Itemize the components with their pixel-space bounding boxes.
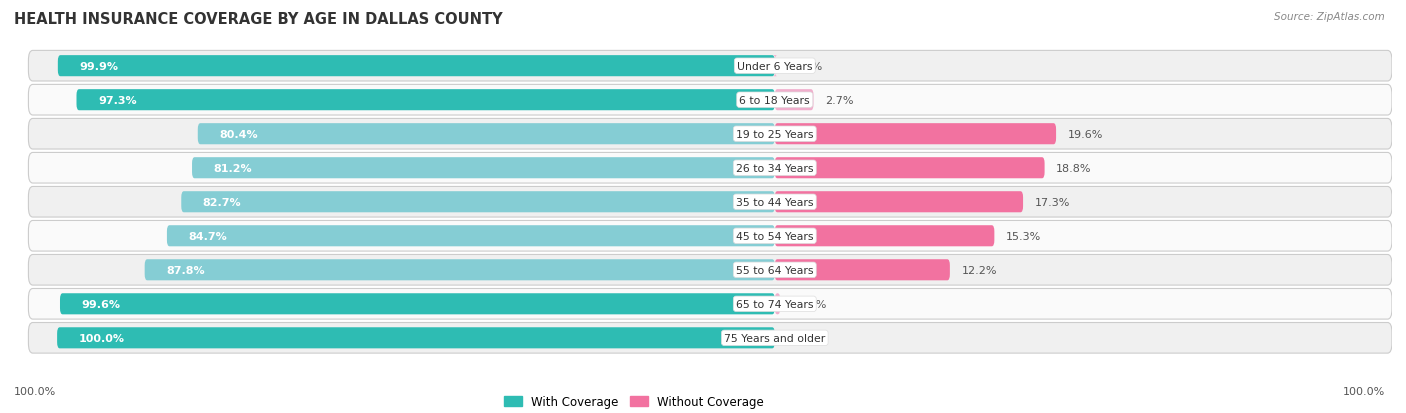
Text: HEALTH INSURANCE COVERAGE BY AGE IN DALLAS COUNTY: HEALTH INSURANCE COVERAGE BY AGE IN DALL… (14, 12, 503, 27)
Text: 6 to 18 Years: 6 to 18 Years (740, 95, 810, 105)
Text: 0.38%: 0.38% (792, 299, 827, 309)
Text: 12.2%: 12.2% (962, 265, 997, 275)
FancyBboxPatch shape (775, 124, 1056, 145)
Text: 2.7%: 2.7% (825, 95, 853, 105)
Text: 17.3%: 17.3% (1035, 197, 1070, 207)
FancyBboxPatch shape (28, 51, 1392, 82)
Legend: With Coverage, Without Coverage: With Coverage, Without Coverage (498, 389, 770, 413)
Text: 80.4%: 80.4% (219, 129, 257, 139)
FancyBboxPatch shape (775, 158, 1045, 179)
FancyBboxPatch shape (167, 225, 775, 247)
FancyBboxPatch shape (181, 192, 775, 213)
Text: 0.06%: 0.06% (787, 62, 823, 71)
Text: 99.6%: 99.6% (82, 299, 121, 309)
Text: 99.9%: 99.9% (79, 62, 118, 71)
FancyBboxPatch shape (28, 153, 1392, 184)
Text: 65 to 74 Years: 65 to 74 Years (735, 299, 814, 309)
Text: Under 6 Years: Under 6 Years (737, 62, 813, 71)
FancyBboxPatch shape (28, 119, 1392, 150)
Text: 35 to 44 Years: 35 to 44 Years (735, 197, 814, 207)
Text: 100.0%: 100.0% (1343, 387, 1385, 396)
FancyBboxPatch shape (775, 225, 994, 247)
Text: 26 to 34 Years: 26 to 34 Years (735, 163, 814, 173)
FancyBboxPatch shape (193, 158, 775, 179)
FancyBboxPatch shape (58, 328, 775, 349)
Text: 18.8%: 18.8% (1056, 163, 1091, 173)
Text: 45 to 54 Years: 45 to 54 Years (735, 231, 814, 241)
FancyBboxPatch shape (28, 187, 1392, 218)
Text: 19.6%: 19.6% (1067, 129, 1102, 139)
Text: 82.7%: 82.7% (202, 197, 242, 207)
FancyBboxPatch shape (775, 260, 950, 281)
Text: 97.3%: 97.3% (98, 95, 136, 105)
FancyBboxPatch shape (773, 56, 778, 77)
FancyBboxPatch shape (28, 255, 1392, 285)
Text: 84.7%: 84.7% (188, 231, 228, 241)
Text: 0.0%: 0.0% (786, 333, 814, 343)
Text: 100.0%: 100.0% (79, 333, 125, 343)
FancyBboxPatch shape (775, 90, 814, 111)
FancyBboxPatch shape (28, 221, 1392, 252)
FancyBboxPatch shape (145, 260, 775, 281)
FancyBboxPatch shape (28, 85, 1392, 116)
FancyBboxPatch shape (28, 289, 1392, 319)
FancyBboxPatch shape (198, 124, 775, 145)
Text: 15.3%: 15.3% (1005, 231, 1040, 241)
Text: 100.0%: 100.0% (14, 387, 56, 396)
Text: Source: ZipAtlas.com: Source: ZipAtlas.com (1274, 12, 1385, 22)
FancyBboxPatch shape (58, 56, 775, 77)
Text: 55 to 64 Years: 55 to 64 Years (735, 265, 814, 275)
FancyBboxPatch shape (775, 192, 1024, 213)
FancyBboxPatch shape (60, 294, 775, 315)
FancyBboxPatch shape (76, 90, 775, 111)
FancyBboxPatch shape (28, 323, 1392, 353)
Text: 19 to 25 Years: 19 to 25 Years (735, 129, 814, 139)
Text: 75 Years and older: 75 Years and older (724, 333, 825, 343)
Text: 87.8%: 87.8% (166, 265, 205, 275)
FancyBboxPatch shape (775, 294, 780, 315)
Text: 81.2%: 81.2% (214, 163, 252, 173)
